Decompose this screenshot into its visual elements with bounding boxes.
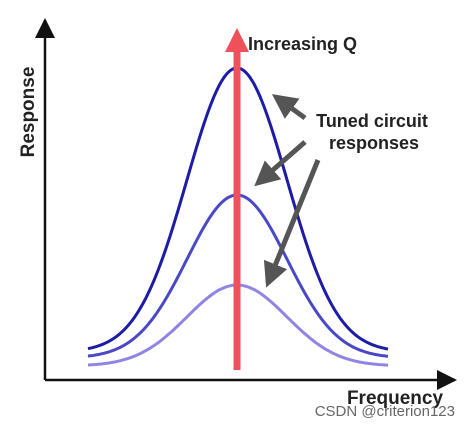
x-axis-label: Frequency bbox=[347, 388, 444, 409]
tuned-label: responses bbox=[329, 133, 419, 153]
increasing-q: Increasing Q bbox=[248, 34, 357, 54]
watermark: CSDN @criterion123 bbox=[315, 403, 455, 420]
pointer bbox=[263, 159, 321, 288]
y-axis-label: Response bbox=[18, 67, 39, 158]
q-arrow-head bbox=[225, 28, 249, 52]
pointer bbox=[271, 94, 307, 121]
pointer bbox=[254, 140, 307, 187]
tuned-label: Tuned circuit bbox=[316, 111, 428, 131]
